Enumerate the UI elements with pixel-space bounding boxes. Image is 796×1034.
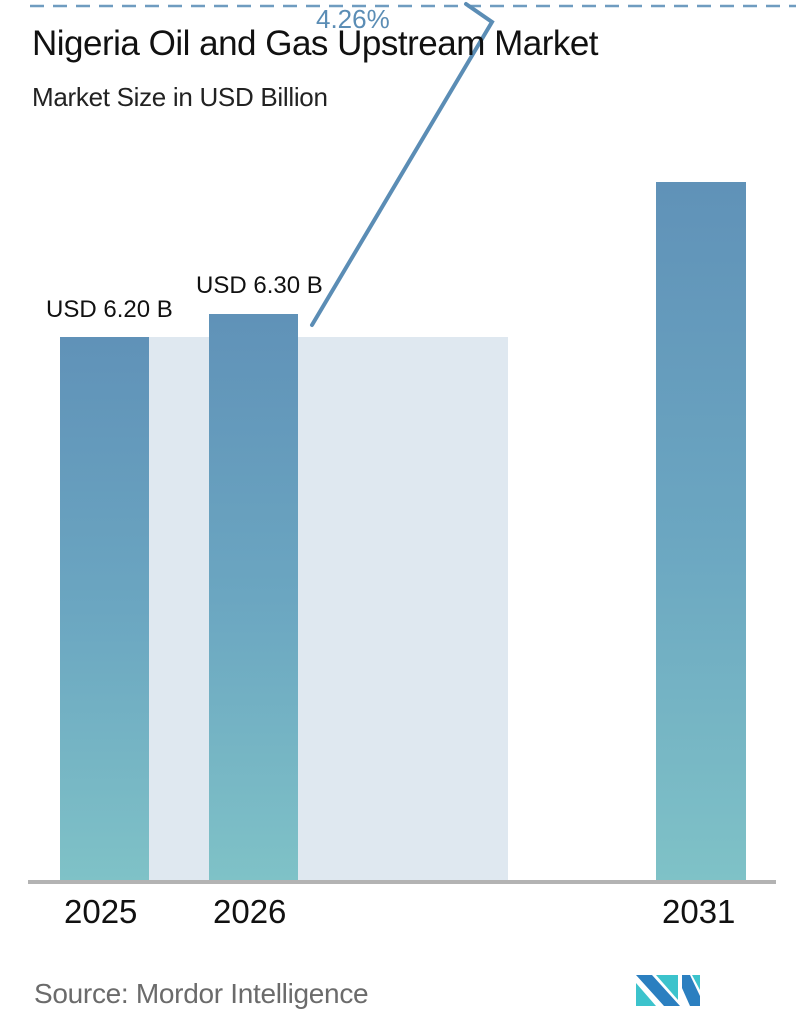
bar-2026 bbox=[209, 314, 298, 882]
chart-title: Nigeria Oil and Gas Upstream Market bbox=[32, 24, 599, 63]
x-axis-line bbox=[28, 880, 776, 884]
x-label-2031: 2031 bbox=[662, 893, 736, 930]
x-label-2026: 2026 bbox=[213, 893, 287, 930]
chart-subtitle: Market Size in USD Billion bbox=[32, 82, 328, 112]
x-label-2025: 2025 bbox=[64, 893, 138, 930]
bar-2031 bbox=[656, 182, 746, 882]
value-label-2025: USD 6.20 B bbox=[46, 296, 173, 323]
cagr-label: 4.26% bbox=[316, 4, 390, 34]
cagr-line bbox=[310, 2, 495, 327]
bar-2025 bbox=[60, 337, 149, 882]
value-label-2026: USD 6.30 B bbox=[196, 272, 323, 299]
period-band bbox=[149, 337, 508, 882]
source-text: Source: Mordor Intelligence bbox=[34, 978, 369, 1009]
